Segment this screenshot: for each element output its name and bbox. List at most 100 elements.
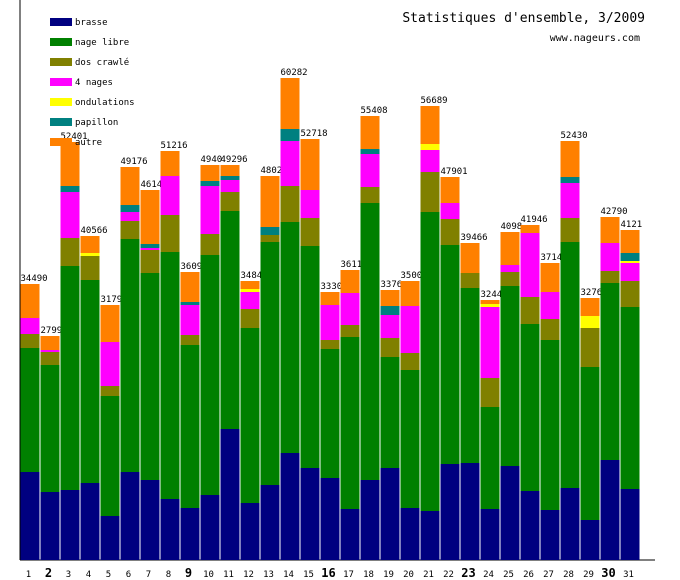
bar-segment [380, 290, 400, 306]
bar-segment [480, 407, 500, 509]
bar-segment [220, 180, 240, 192]
legend-swatch [50, 18, 72, 26]
legend-label: brasse [75, 18, 108, 28]
legend-label: papillon [75, 118, 118, 128]
bar-segment [580, 367, 600, 520]
bar-segment [140, 480, 160, 560]
legend-label: autre [75, 138, 102, 148]
x-tick-label: 11 [223, 570, 234, 580]
bar-segment [140, 248, 160, 250]
bar-segment [420, 150, 440, 172]
bar-segment [400, 353, 420, 370]
x-tick-label: 10 [203, 570, 214, 580]
legend-label: dos crawlé [75, 57, 129, 68]
bar-segment [220, 211, 240, 429]
bar-segment [260, 235, 280, 242]
total-label: 52430 [561, 131, 588, 141]
chart-title: Statistiques d'ensemble, 3/2009 [402, 11, 645, 26]
bar-segment [260, 485, 280, 560]
bar-segment [380, 306, 400, 315]
bar-segment [160, 252, 180, 499]
bar-segment [200, 165, 220, 181]
bar-segment [280, 186, 300, 222]
x-tick-label: 25 [503, 570, 514, 580]
bar-segment [220, 165, 240, 176]
bar-segment [540, 340, 560, 510]
bar-segment [80, 253, 100, 256]
bar-segment [380, 357, 400, 468]
bar-segment [620, 230, 640, 253]
bar-segment [600, 243, 620, 271]
total-label: 52718 [301, 129, 328, 139]
legend-swatch [50, 58, 72, 66]
bar-segment [180, 305, 200, 335]
bar-segment [120, 221, 140, 239]
bar-segment [380, 315, 400, 338]
legend-label: nage libre [75, 38, 129, 48]
total-label: 4940 [201, 155, 223, 165]
x-tick-label: 13 [263, 570, 274, 580]
x-tick-label: 3 [66, 570, 71, 580]
bar-segment [580, 520, 600, 560]
x-tick-label: 31 [623, 570, 634, 580]
bar-segment [600, 217, 620, 243]
bar-segment [580, 298, 600, 316]
bar-segment [320, 292, 340, 305]
bar-segment [540, 510, 560, 560]
bar-segment [120, 167, 140, 205]
chart-subtitle: www.nageurs.com [550, 33, 640, 44]
bar-segment [60, 186, 80, 192]
x-tick-label: 8 [166, 570, 171, 580]
bar-segment [460, 288, 480, 463]
bar-segment [560, 177, 580, 183]
bar-segment [40, 365, 60, 492]
bar-segment [520, 233, 540, 297]
bar-segment [480, 378, 500, 407]
total-label: 3376 [381, 280, 403, 290]
bar-segment [300, 218, 320, 246]
total-label: 4802 [261, 166, 283, 176]
legend-swatch [50, 98, 72, 106]
x-tick-label: 9 [185, 566, 192, 580]
x-tick-label: 12 [243, 570, 254, 580]
bar-segment [380, 338, 400, 357]
bar-segment [160, 176, 180, 215]
x-tick-label: 15 [303, 570, 314, 580]
x-tick-label: 29 [583, 570, 594, 580]
x-tick-label: 2 [45, 566, 52, 580]
bar-segment [180, 302, 200, 305]
total-label: 41946 [521, 215, 548, 225]
x-tick-label: 27 [543, 570, 554, 580]
bar-segment [620, 281, 640, 307]
x-tick-label: 26 [523, 570, 534, 580]
bar-segment [140, 250, 160, 273]
bar-segment [360, 187, 380, 203]
total-label: 3276 [581, 288, 603, 298]
bar-segment [480, 307, 500, 378]
bar-segment [160, 215, 180, 252]
bar-segment [580, 316, 600, 328]
bar-segment [480, 304, 500, 307]
total-label: 4098 [501, 222, 523, 232]
bar-segment [20, 472, 40, 560]
bar-segment [560, 242, 580, 488]
bar-segment [180, 335, 200, 345]
bar-segment [240, 503, 260, 560]
bar-segment [460, 463, 480, 560]
bar-segment [100, 516, 120, 560]
bar-segment [140, 244, 160, 248]
bar-segment [380, 468, 400, 560]
bar-segment [260, 176, 280, 227]
bar-segment [420, 511, 440, 560]
bar-segment [620, 263, 640, 281]
total-label: 39466 [461, 233, 488, 243]
bar-segment [500, 286, 520, 466]
total-label: 49296 [221, 155, 248, 165]
x-tick-label: 18 [363, 570, 374, 580]
bar-segment [620, 307, 640, 489]
bar-segment [80, 280, 100, 483]
bar-segment [540, 319, 560, 340]
bar-segment [100, 396, 120, 516]
total-label: 3611 [341, 260, 363, 270]
